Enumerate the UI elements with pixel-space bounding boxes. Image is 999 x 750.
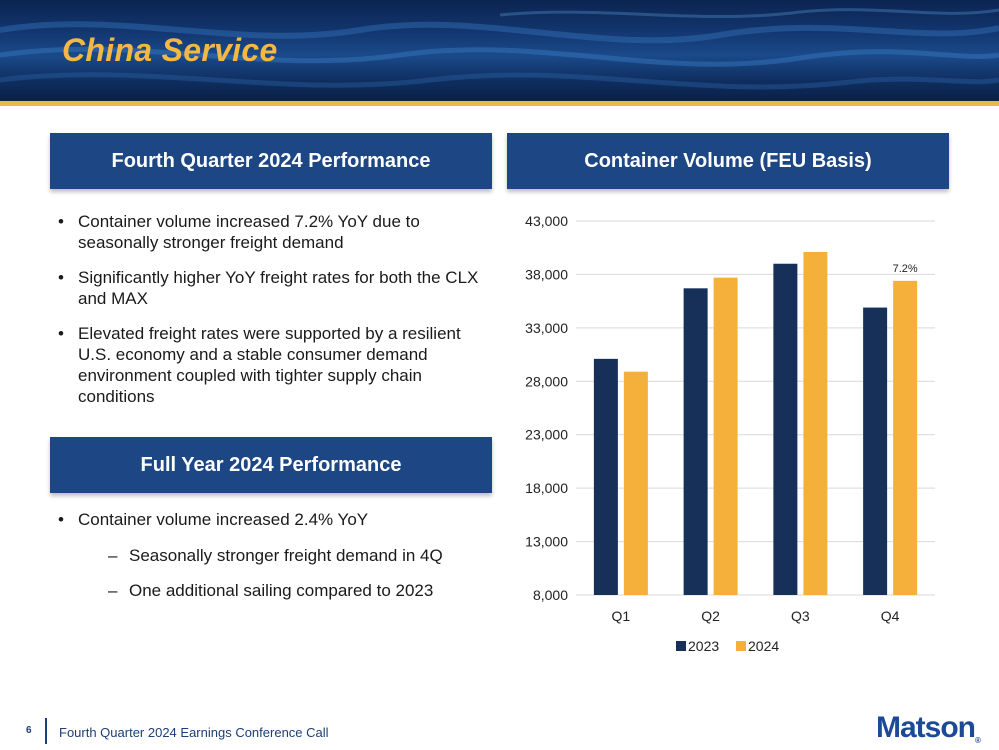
q4-performance-header: Fourth Quarter 2024 Performance [50,133,492,189]
legend-swatch-2024 [736,641,746,651]
bar-2023-q2 [683,288,708,595]
x-tick-label: Q2 [701,608,720,624]
matson-logo: Matson® [876,711,981,745]
bar-2023-q1 [593,358,618,595]
legend-label-2023: 2023 [688,638,719,654]
title-banner: China Service [0,0,999,101]
bar-2024-q3 [803,251,828,595]
bar-2024-q4 [893,280,918,595]
y-tick-label: 43,000 [525,213,568,229]
data-label-annotation: 7.2% [893,263,918,275]
banner-stripe [0,101,999,106]
bar-2024-q2 [713,277,738,595]
page-number: 6 [26,725,32,736]
fy-bullet-1: Container volume increased 2.4% YoY [50,509,490,530]
fy-sub-bullet-1: Seasonally stronger freight demand in 4Q [50,545,490,566]
container-volume-chart: 43,000 38,000 33,000 28,000 23,000 18,000 13,0… [525,213,935,654]
logo-text: Matson [876,711,976,744]
bar-2024-q1 [623,371,648,595]
bar-2023-q4 [863,307,888,595]
logo-mark: ® [975,736,981,745]
x-tick-label: Q3 [791,608,810,624]
fy-bullet-1-text: Container volume increased 2.4% YoY [78,510,369,529]
fy-sub-bullet-2: One additional sailing compared to 2023 [50,580,490,601]
y-tick-label: 28,000 [525,373,568,389]
q4-bullet-3: Elevated freight rates were supported by… [50,323,490,407]
footer-text: Fourth Quarter 2024 Earnings Conference … [59,725,329,740]
y-tick-label: 8,000 [533,587,568,603]
y-tick-label: 38,000 [525,266,568,282]
footer-divider [45,718,47,744]
y-tick-label: 13,000 [525,534,568,550]
fy-performance-header: Full Year 2024 Performance [50,437,492,493]
slide-title: China Service [62,32,278,68]
x-tick-label: Q4 [881,608,900,624]
q4-bullet-1: Container volume increased 7.2% YoY due … [50,211,490,253]
legend-swatch-2023 [676,641,686,651]
y-tick-label: 23,000 [525,427,568,443]
fy-sub-bullet-list: Seasonally stronger freight demand in 4Q… [50,531,490,601]
x-tick-label: Q1 [612,608,631,624]
y-tick-label: 18,000 [525,480,568,496]
legend-label-2024: 2024 [748,638,779,654]
q4-bullet-list: Container volume increased 7.2% YoY due … [50,211,490,421]
container-volume-header: Container Volume (FEU Basis) [507,133,949,189]
y-tick-label: 33,000 [525,320,568,336]
fy-bullet-list: Container volume increased 2.4% YoY [50,509,490,544]
bar-2023-q3 [773,263,798,595]
wave-pattern [0,8,999,90]
q4-bullet-2: Significantly higher YoY freight rates f… [50,267,490,309]
